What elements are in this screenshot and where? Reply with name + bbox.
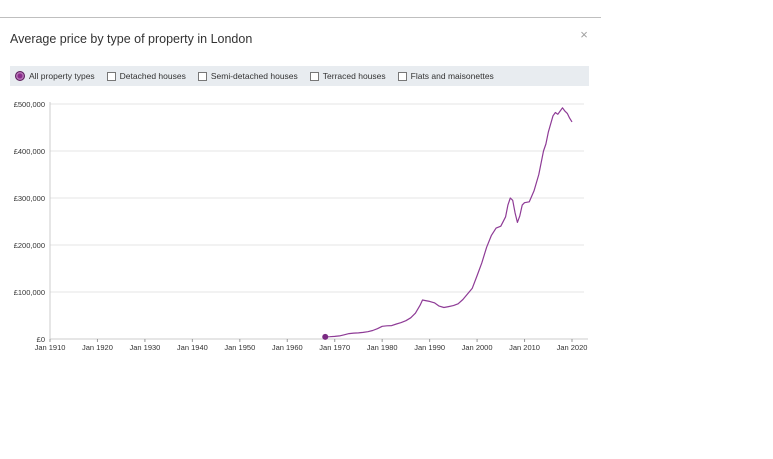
series [322, 107, 573, 340]
y-tick-label: £300,000 [14, 194, 45, 203]
checkbox-icon[interactable] [309, 71, 319, 81]
x-tick-label: Jan 1960 [272, 343, 303, 352]
x-tick-label: Jan 2020 [557, 343, 588, 352]
filter-label: Detached houses [119, 71, 186, 81]
filter-flats-and-maisonettes[interactable]: Flats and maisonettes [397, 71, 494, 81]
series-line-all-property-types [325, 107, 573, 338]
y-tick-label: £500,000 [14, 100, 45, 109]
checkbox-icon[interactable] [106, 71, 116, 81]
filter-all-property-types[interactable]: All property types [15, 71, 95, 81]
y-tick-label: £200,000 [14, 241, 45, 250]
x-tick-label: Jan 1980 [367, 343, 398, 352]
top-divider [0, 17, 601, 18]
series-start-point[interactable] [322, 333, 329, 340]
checkbox-icon[interactable] [397, 71, 407, 81]
property-type-filter-bar: All property types Detached houses Semi-… [10, 66, 589, 86]
price-line-chart: £0 £100,000 £200,000 £300,000 £400,000 £500,0… [14, 100, 588, 352]
filter-label: Terraced houses [322, 71, 386, 81]
x-tick-label: Jan 1920 [82, 343, 113, 352]
filter-label: Flats and maisonettes [410, 71, 494, 81]
x-tick-label: Jan 1910 [35, 343, 66, 352]
x-tick-label: Jan 2010 [509, 343, 540, 352]
x-axis-ticks: Jan 1910 Jan 1920 Jan 1930 Jan 1940 Jan 1950… [35, 339, 588, 352]
filter-label: Semi-detached houses [210, 71, 298, 81]
x-tick-label: Jan 1940 [177, 343, 208, 352]
x-tick-label: Jan 1930 [129, 343, 160, 352]
x-tick-label: Jan 2000 [462, 343, 493, 352]
y-tick-label: £0 [37, 335, 45, 344]
y-axis-ticks: £0 £100,000 £200,000 £300,000 £400,000 £500,0… [14, 100, 45, 344]
selected-radio-icon[interactable] [15, 71, 25, 81]
y-tick-label: £100,000 [14, 288, 45, 297]
filter-label: All property types [29, 71, 95, 81]
axes [49, 102, 588, 340]
x-tick-label: Jan 1990 [414, 343, 445, 352]
filter-semi-detached-houses[interactable]: Semi-detached houses [197, 71, 298, 81]
x-tick-label: Jan 1970 [319, 343, 350, 352]
filter-detached-houses[interactable]: Detached houses [106, 71, 186, 81]
filter-terraced-houses[interactable]: Terraced houses [309, 71, 386, 81]
chart-title: Average price by type of property in Lon… [10, 32, 253, 46]
close-icon[interactable]: × [580, 27, 588, 42]
grid-lines [50, 103, 584, 293]
x-tick-label: Jan 1950 [224, 343, 255, 352]
checkbox-icon[interactable] [197, 71, 207, 81]
y-tick-label: £400,000 [14, 147, 45, 156]
